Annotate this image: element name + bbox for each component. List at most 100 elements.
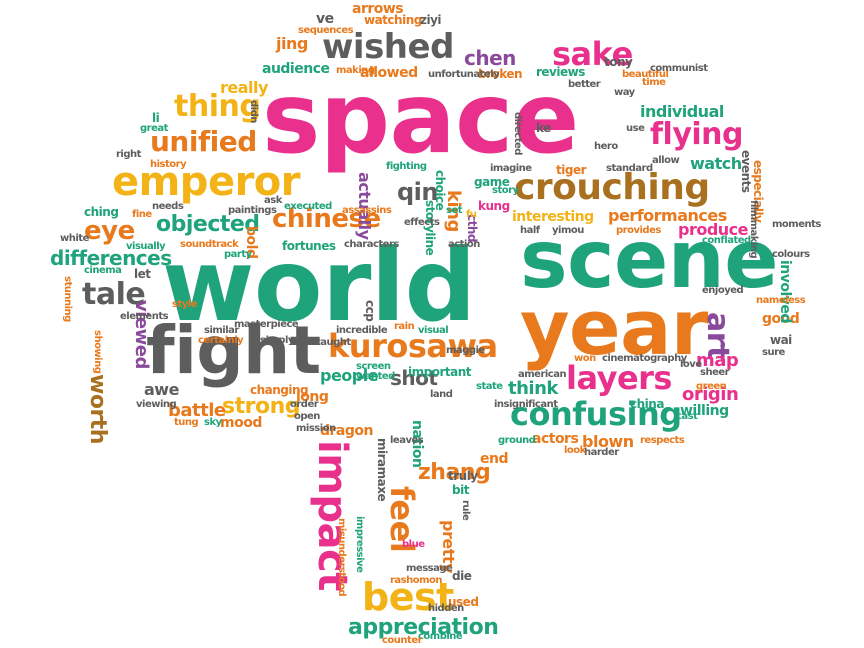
word-good: good <box>762 311 800 327</box>
word-let: let <box>134 267 151 281</box>
word-long: long <box>296 389 329 405</box>
word-american: american <box>518 369 567 380</box>
word-changing: changing <box>250 383 309 397</box>
word-enjoyed: enjoyed <box>702 285 744 296</box>
word-visually: visually <box>126 241 166 252</box>
word-message: message <box>406 563 453 574</box>
word-certainly: certainly <box>198 335 244 346</box>
word-die: die <box>452 569 472 583</box>
word-rain: rain <box>394 321 415 332</box>
word-party: party <box>224 249 252 260</box>
word-kurosawa: kurosawa <box>328 327 498 365</box>
word-produce: produce <box>678 220 749 239</box>
word-year: year <box>520 283 708 372</box>
word-china: china <box>630 397 664 411</box>
word-yimou: yimou <box>552 225 584 236</box>
word-won: won <box>574 353 596 364</box>
word-important: important <box>408 365 471 379</box>
word-screen: screen <box>356 361 391 372</box>
word-individual: individual <box>640 102 724 121</box>
word-scene: scene <box>520 213 779 306</box>
word-thing: thing <box>174 89 261 124</box>
word-cinema: cinema <box>84 265 122 276</box>
word-zhang: zhang <box>418 460 491 485</box>
word-willing: willing <box>680 403 729 419</box>
word-objected: objected <box>156 212 260 237</box>
word-truly: truly <box>448 469 478 483</box>
word-audience: audience <box>262 61 330 77</box>
word-reviews: reviews <box>536 65 585 79</box>
word-ching: ching <box>84 205 119 219</box>
word-ccp: ccp <box>363 300 377 322</box>
word-communist: communist <box>650 63 708 74</box>
word-misunderstood: misunderstood <box>336 518 347 597</box>
word-better: better <box>568 79 601 90</box>
word-interesting: interesting <box>512 209 594 225</box>
word-fortunes: fortunes <box>282 239 336 253</box>
word-people: people <box>320 366 379 385</box>
word-state: state <box>476 381 503 392</box>
word-look: look <box>564 445 586 456</box>
word-best: best <box>362 575 454 619</box>
word-watch: watch <box>690 154 742 173</box>
word-origin: origin <box>682 384 739 405</box>
word-counter: counter <box>382 635 423 646</box>
word-maggie: maggie <box>446 345 485 356</box>
word-li: li <box>152 111 160 125</box>
word-order: order <box>290 399 319 410</box>
word-land: land <box>430 389 453 400</box>
word-filmmaking: filmmaking <box>748 200 759 259</box>
word-soundtrack: soundtrack <box>180 239 239 250</box>
word-mission: mission <box>296 423 336 434</box>
word-battle: battle <box>168 400 226 421</box>
word-conflated: conflated <box>702 235 751 246</box>
word-elements: elements <box>120 311 169 322</box>
word-fight: fight <box>146 312 321 389</box>
word-fu: fu <box>466 209 477 220</box>
word-involved: involved <box>777 260 793 323</box>
word-awe: awe <box>144 380 179 399</box>
word-appreciation: appreciation <box>348 615 499 640</box>
word-story: story <box>492 185 519 196</box>
word-similar: similar <box>204 325 239 336</box>
word-simply: simply <box>260 335 294 346</box>
word-set: set <box>446 205 463 216</box>
word-kung: kung <box>478 199 510 213</box>
word-love: love <box>680 359 702 370</box>
word-map: map <box>696 350 739 371</box>
word-visual: visual <box>418 325 449 336</box>
word-sheer: sheer <box>700 367 730 378</box>
word-jing: jing <box>276 34 308 53</box>
word-dragon: dragon <box>320 423 373 439</box>
word-rashomon: rashomon <box>390 575 443 586</box>
word-effects: effects <box>404 217 440 228</box>
word-combine: combine <box>418 631 463 642</box>
word-confusing: confusing <box>510 395 682 433</box>
word-unified: unified <box>150 125 257 158</box>
word-incredible: incredible <box>336 325 388 336</box>
word-layers: layers <box>566 359 672 397</box>
word-great: great <box>140 123 168 134</box>
word-tung: tung <box>174 417 199 428</box>
word-sake: sake <box>552 35 633 73</box>
word-bit: bit <box>452 483 469 497</box>
word-style: style <box>172 299 197 310</box>
word-ask: ask <box>264 195 282 206</box>
word-game: game <box>474 175 510 189</box>
word-shot: shot <box>390 366 438 390</box>
word-blue: blue <box>402 539 425 550</box>
word-beautiful: beautiful <box>622 69 669 80</box>
word-world: world <box>162 227 476 344</box>
word-sky: sky <box>204 417 222 428</box>
word-emperor: emperor <box>112 159 301 205</box>
word-insignificant: insignificant <box>494 399 558 410</box>
word-actors: actors <box>532 431 579 447</box>
word-masterpiece: masterpiece <box>234 319 299 330</box>
word-chinese: chinese <box>272 204 381 234</box>
word-think: think <box>508 378 558 399</box>
word-white: white <box>60 233 89 244</box>
word-space: space <box>262 62 579 176</box>
word-worth: worth <box>85 374 110 444</box>
word-standard: standard <box>606 163 653 174</box>
